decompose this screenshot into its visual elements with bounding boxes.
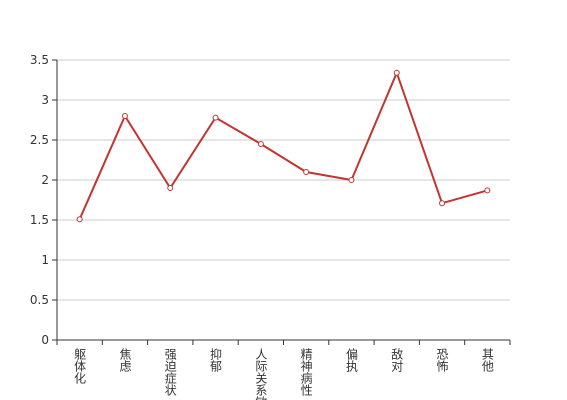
y-tick-label: 1.5 <box>30 213 49 227</box>
point <box>484 187 491 194</box>
point <box>348 177 355 183</box>
y-tick-label: 3 <box>41 93 49 107</box>
point <box>76 216 83 223</box>
point <box>121 113 128 119</box>
y-tick-label: 0.5 <box>30 293 49 307</box>
x-tick-label: 其他 <box>480 348 494 372</box>
x-tick-label: 精神病性 <box>299 348 313 397</box>
point <box>303 169 310 175</box>
point <box>439 200 446 207</box>
x-tick-label: 人际关系敏感 <box>254 348 268 400</box>
y-tick-label: 2 <box>41 173 49 187</box>
x-tick-label: 焦虑 <box>118 348 132 372</box>
y-tick-label: 1 <box>41 253 49 267</box>
x-tick-label: 强迫症状 <box>163 348 177 396</box>
x-tick-label: 恐怖 <box>435 348 449 372</box>
point <box>257 141 264 147</box>
y-tick-label: 0 <box>41 333 49 347</box>
point <box>167 185 174 191</box>
x-tick-label: 抑郁 <box>209 347 223 373</box>
x-tick-label: 偏执 <box>344 347 358 373</box>
x-tick-label: 敌对 <box>390 347 404 372</box>
point <box>393 69 400 76</box>
y-tick-label: 3.5 <box>30 53 49 67</box>
y-tick-label: 2.5 <box>30 133 49 147</box>
point <box>212 114 219 121</box>
line <box>78 70 488 220</box>
x-tick-label: 躯体化 <box>73 347 87 385</box>
